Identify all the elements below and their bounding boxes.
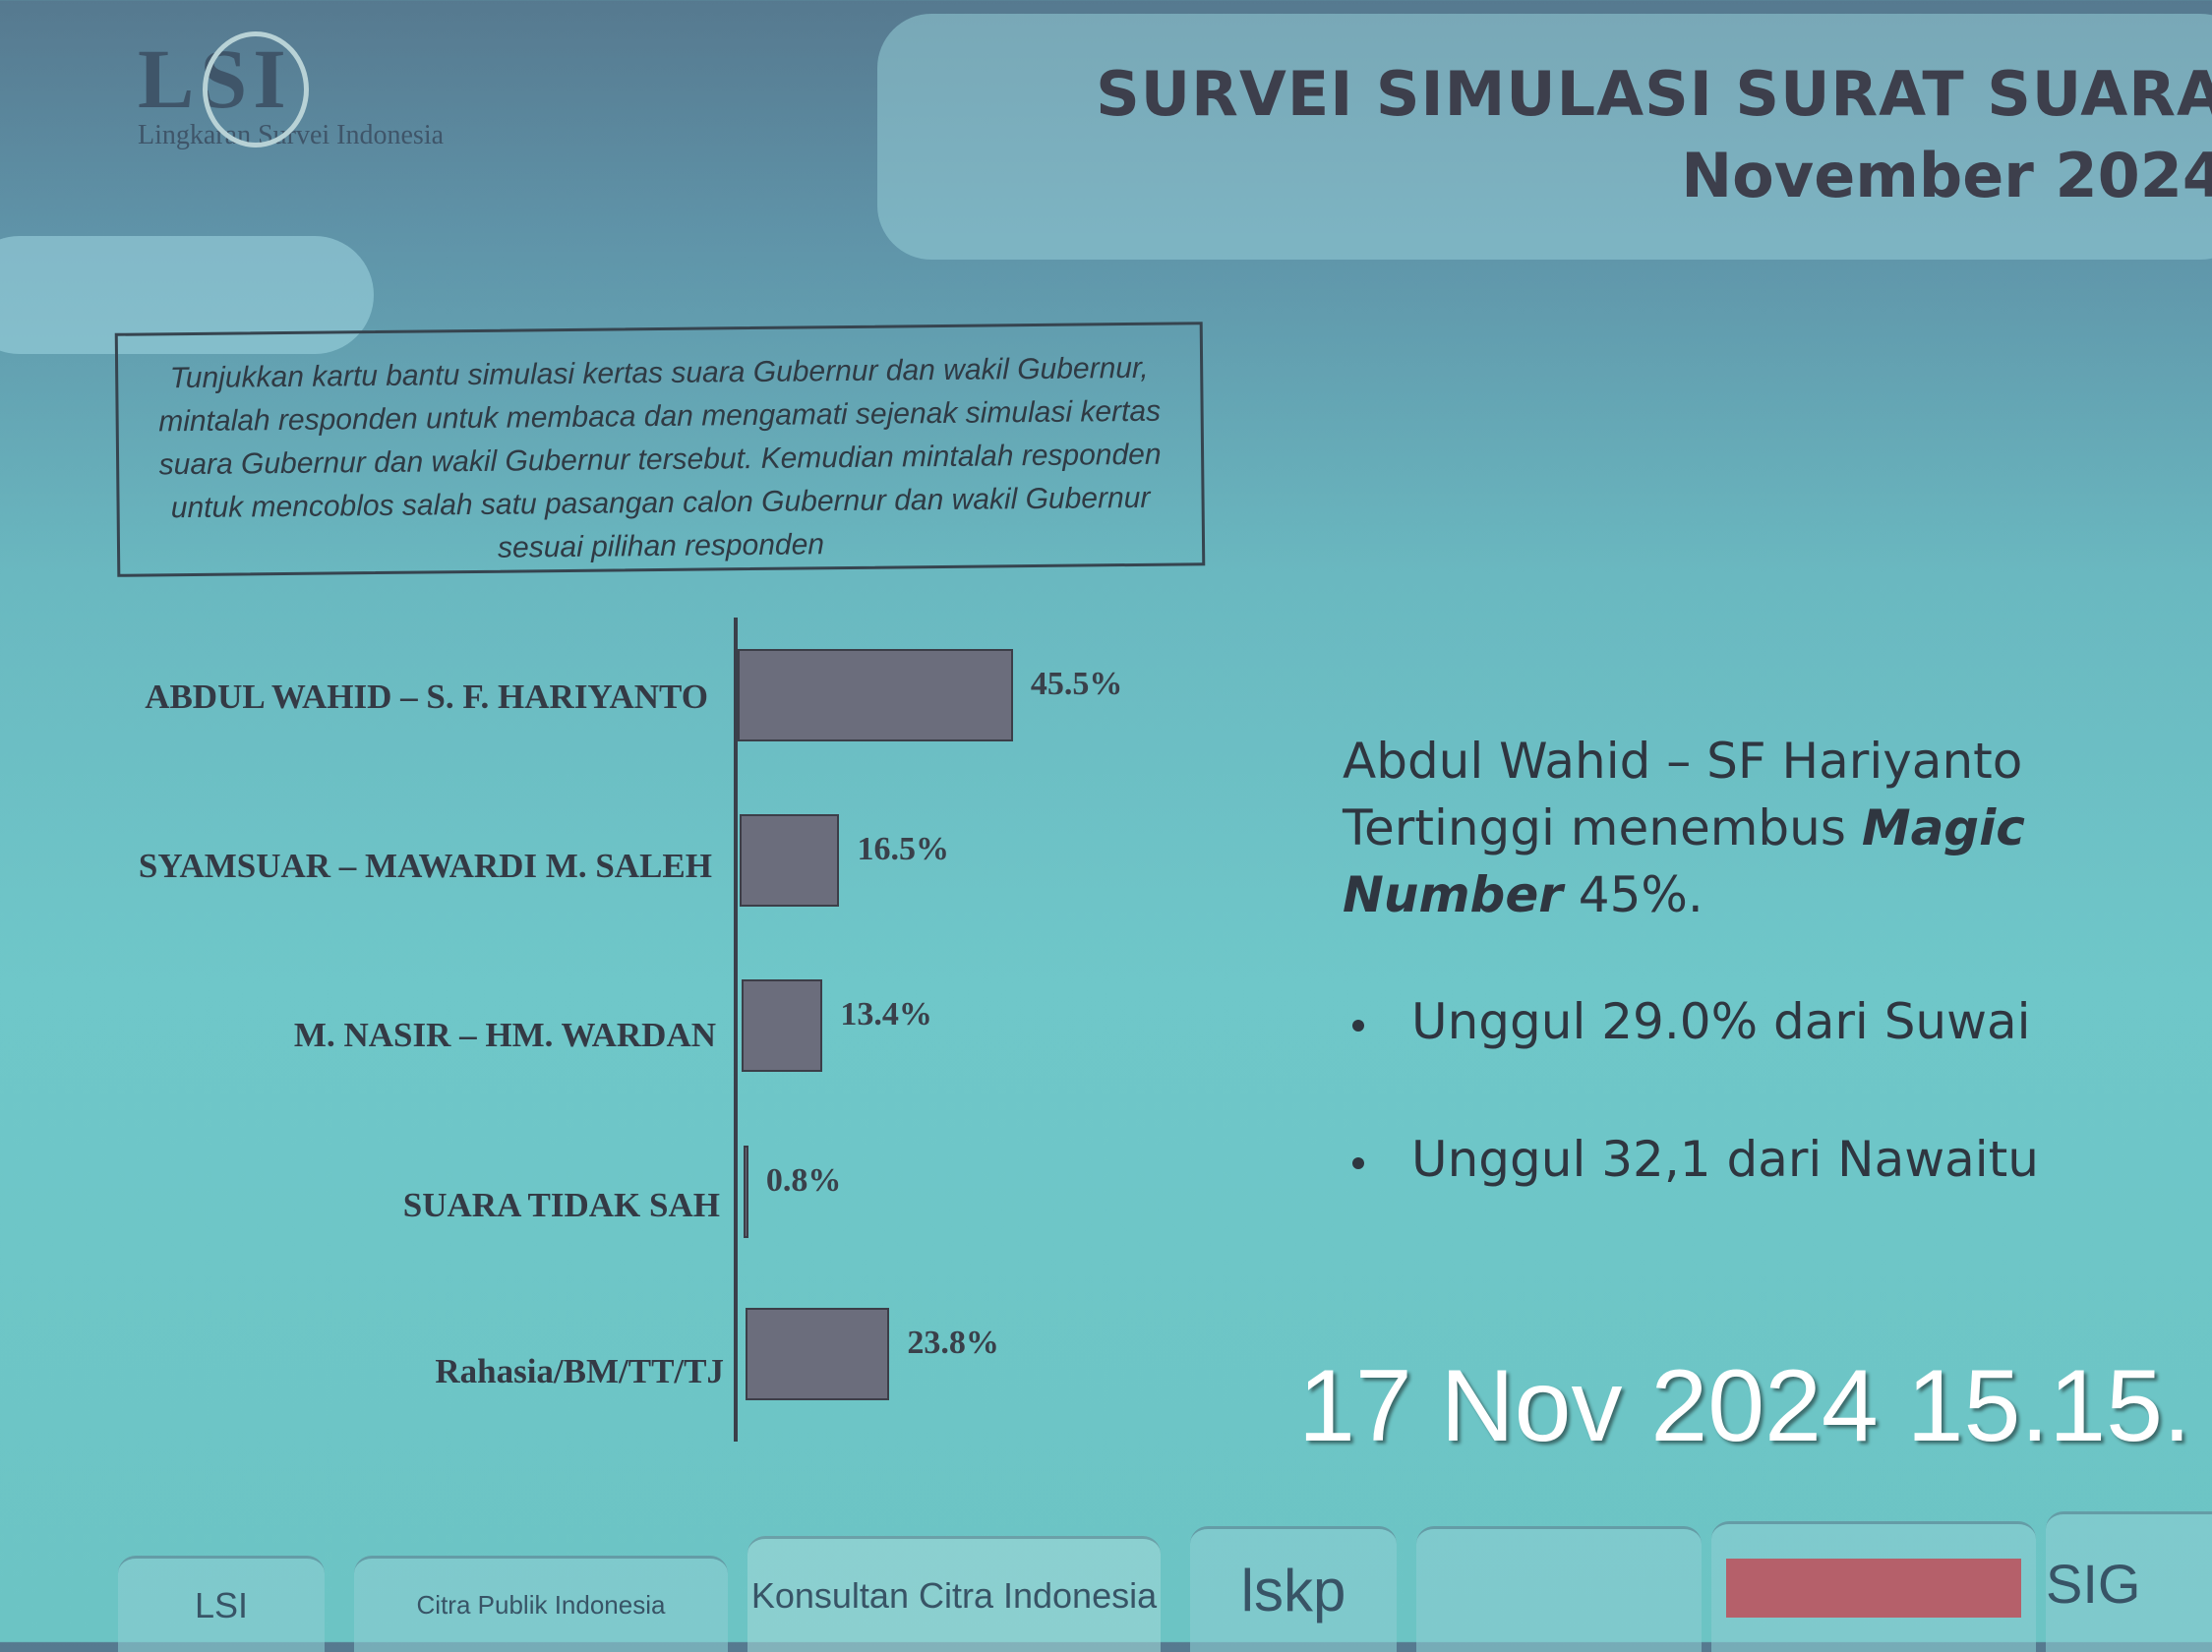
photo-timestamp: 17 Nov 2024 15.15. — [1298, 1349, 2191, 1463]
page-title: SURVEI SIMULASI SURAT SUARA — [1096, 58, 2212, 130]
bullet-item: Unggul 32,1 dari Nawaitu — [1352, 1131, 2039, 1188]
sponsor-logos: LSI Citra Publik Indonesia Konsultan Cit… — [118, 1511, 2212, 1652]
bullet-item: Unggul 29.0% dari Suwai — [1352, 993, 2031, 1050]
y-axis — [734, 618, 738, 1442]
bar — [742, 979, 823, 1072]
category-label: SUARA TIDAK SAH — [402, 1186, 720, 1224]
footer-logo: Konsultan Citra Indonesia — [747, 1536, 1161, 1652]
footer-logo: Citra Publik Indonesia — [354, 1556, 728, 1652]
value-label: 13.4% — [840, 996, 932, 1032]
value-label: 23.8% — [907, 1325, 999, 1361]
value-label: 16.5% — [857, 831, 949, 867]
bar — [740, 814, 840, 907]
footer-logo: SIG — [2046, 1511, 2212, 1652]
bullet-icon — [1352, 1019, 1364, 1032]
category-label: SYAMSUAR – MAWARDI M. SALEH — [138, 847, 712, 885]
category-label: ABDUL WAHID – S. F. HARIYANTO — [145, 678, 708, 716]
category-label: Rahasia/BM/TT/TJ — [435, 1352, 724, 1390]
bar — [738, 649, 1013, 741]
value-label: 45.5% — [1030, 666, 1123, 702]
cloud-decoration — [0, 236, 374, 354]
footer-logo: lskp — [1190, 1526, 1397, 1652]
instruction-box: Tunjukkan kartu bantu simulasi kertas su… — [114, 322, 1206, 577]
footer-logo — [1416, 1526, 1702, 1652]
summary-note: Abdul Wahid – SF Hariyanto Tertinggi men… — [1343, 733, 2025, 923]
footer-logo: LSI — [118, 1556, 325, 1652]
value-label: 0.8% — [765, 1162, 842, 1199]
page-date: November 2024 — [1681, 140, 2212, 211]
bullet-icon — [1352, 1156, 1364, 1169]
title-banner: SURVEI SIMULASI SURAT SUARA November 202… — [877, 14, 2212, 260]
lsi-logo: LSI Lingkaran Survei Indonesia — [138, 31, 445, 150]
bar — [744, 1146, 748, 1238]
bar — [746, 1308, 890, 1400]
footer-logo — [1711, 1521, 2036, 1652]
category-label: M. NASIR – HM. WARDAN — [293, 1016, 716, 1054]
